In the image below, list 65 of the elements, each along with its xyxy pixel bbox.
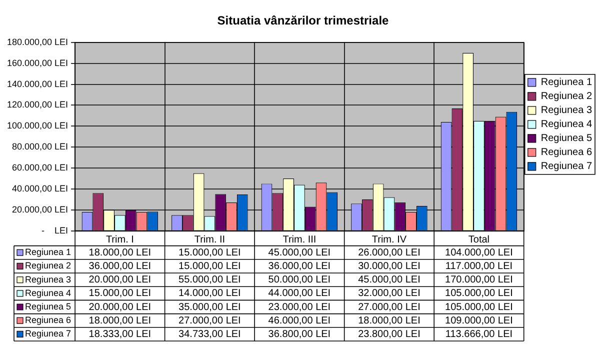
y-tick-label: 100.000,00 LEI (6, 120, 68, 131)
data-label: 55.000,00 LEI (178, 274, 241, 286)
legend-label: Regiunea 4 (540, 119, 592, 130)
data-label: 36.000,00 LEI (268, 260, 331, 272)
x-tick-label: Trim. IV (372, 234, 407, 246)
legend-label: Regiunea 2 (25, 260, 72, 271)
data-label: 20.000,00 LEI (88, 274, 152, 286)
data-label: 36.000,00 LEI (88, 260, 152, 272)
legend-label: Regiunea 7 (540, 161, 592, 172)
data-label: 27.000,00 LEI (358, 302, 420, 313)
data-label: 109.000,00 LEI (445, 315, 513, 326)
text: Regiunea 4 (25, 288, 72, 298)
chart-title: Situatia vânzărilor trimestriale (217, 14, 390, 28)
text: Regiunea 2 (540, 91, 592, 102)
data-label: 117.000,00 LEI (445, 260, 513, 272)
y-tick-label: 20.000,00 LEI (12, 204, 68, 214)
data-label: 45.000,00 LEI (268, 247, 331, 258)
x-tick-label: Trim. III (282, 234, 316, 246)
data-label: 35.000,00 LEI (178, 302, 241, 313)
legend-label: Regiunea 1 (25, 247, 72, 258)
x-tick-label: Total (468, 234, 490, 246)
data-label: 23.000,00 LEI (268, 302, 331, 313)
x-tick-label: Trim. II (194, 234, 226, 246)
y-tick-label: 140.000,00 LEI (6, 78, 68, 89)
data-label: 15.000,00 LEI (178, 260, 241, 272)
data-label: 170.000,00 LEI (445, 274, 513, 286)
text: Regiunea 6 (25, 315, 72, 326)
data-label: 15.000,00 LEI (88, 288, 152, 300)
data-label: 18.000,00 LEI (88, 247, 152, 258)
y-tick-label: 40.000,00 LEI (12, 183, 68, 194)
legend-label: Regiunea 5 (540, 133, 592, 144)
x-tick-label: Trim. I (106, 234, 134, 246)
data-label: 18.333,00 LEI (88, 328, 152, 340)
text: Regiunea 7 (25, 328, 72, 339)
data-label: 27.000,00 LEI (178, 315, 241, 326)
y-tick-label: 180.000,00 LEI (6, 36, 68, 47)
y-tick-label: 120.000,00 LEI (6, 100, 68, 110)
data-label: 105.000,00 LEI (445, 302, 513, 313)
data-label: 34.733,00 LEI (178, 328, 241, 340)
data-label: 18.000,00 LEI (358, 315, 420, 326)
data-label: 26.000,00 LEI (358, 247, 420, 258)
text: Regiunea 5 (25, 301, 72, 312)
data-label: 20.000,00 LEI (88, 302, 152, 313)
data-label: 113.666,00 LEI (445, 328, 513, 340)
data-label: 105.000,00 LEI (445, 288, 513, 300)
data-label: 15.000,00 LEI (178, 247, 241, 258)
y-tick-label: 80.000,00 LEI (12, 142, 68, 152)
data-label: 32.000,00 LEI (358, 288, 420, 300)
data-label: 18.000,00 LEI (88, 315, 152, 326)
legend-label: Regiunea 6 (540, 147, 592, 158)
data-label: 45.000,00 LEI (358, 274, 420, 286)
y-tick-label: 160.000,00 LEI (6, 58, 68, 68)
data-label: 46.000,00 LEI (268, 315, 331, 326)
y-tick-label: 60.000,00 LEI (12, 162, 68, 172)
y-tick-label: - LEI (42, 225, 68, 236)
text: Regiunea 3 (540, 105, 592, 116)
data-label: 14.000,00 LEI (178, 288, 241, 300)
data-label: 23.800,00 LEI (358, 328, 420, 340)
data-label: 104.000,00 LEI (445, 247, 513, 258)
text: Regiunea 1 (540, 77, 592, 88)
data-label: 44.000,00 LEI (268, 288, 331, 300)
data-label: 30.000,00 LEI (358, 260, 420, 272)
data-label: 36.800,00 LEI (268, 328, 331, 340)
data-label: 50.000,00 LEI (268, 274, 331, 286)
legend-label: Regiunea 3 (25, 274, 72, 284)
